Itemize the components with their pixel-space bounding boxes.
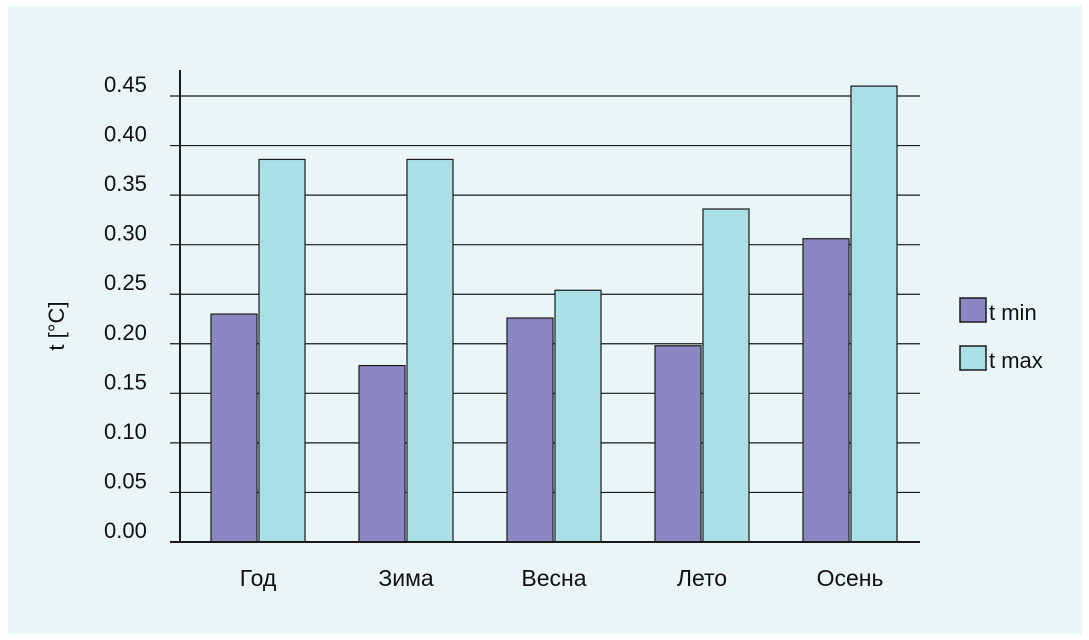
y-tick-label: 0.20 — [104, 320, 147, 345]
bar-tmin-4 — [802, 238, 850, 543]
y-tick-labels: 0.00 0.05 0.10 0.15 0.20 0.25 0.30 0.35 0.40 0.45 — [104, 72, 147, 543]
y-tick-label: 0.40 — [104, 122, 147, 147]
legend-label-tmin: t min — [989, 300, 1037, 325]
y-tick-label: 0.00 — [104, 518, 147, 543]
bar-tmin-0 — [210, 313, 258, 543]
x-category-labels: Год Зима Весна Лето Осень — [240, 565, 884, 591]
y-tick-label: 0.05 — [104, 468, 147, 493]
bar-tmax-1 — [406, 158, 454, 543]
bar-tmin-1 — [358, 364, 406, 543]
y-tick-label: 0.45 — [104, 72, 147, 97]
y-tick-label: 0.15 — [104, 369, 147, 394]
bar-tmax-4 — [850, 85, 898, 543]
y-tick-label: 0.35 — [104, 171, 147, 196]
legend-swatch-tmax — [959, 345, 987, 371]
axes — [170, 70, 920, 543]
x-category-label: Весна — [521, 565, 586, 591]
bars — [210, 85, 898, 543]
x-category-label: Год — [240, 565, 277, 591]
y-axis-title: t [°C] — [44, 301, 69, 350]
y-tick-label: 0.30 — [104, 221, 147, 246]
bar-tmax-2 — [554, 289, 602, 543]
bar-chart: 0.00 0.05 0.10 0.15 0.20 0.25 0.30 0.35 0.40 0.45… — [44, 70, 1043, 591]
bar-tmax-0 — [258, 158, 306, 543]
legend-swatch-tmin — [959, 297, 987, 323]
chart-panel: 0.00 0.05 0.10 0.15 0.20 0.25 0.30 0.35 0.40 0.45… — [8, 6, 1082, 634]
x-category-label: Лето — [677, 565, 727, 591]
y-tick-label: 0.10 — [104, 419, 147, 444]
x-category-label: Зима — [378, 565, 434, 591]
legend-label-tmax: t max — [989, 348, 1043, 373]
bar-tmin-3 — [654, 345, 702, 543]
legend: t min t max — [959, 297, 1043, 373]
y-tick-label: 0.25 — [104, 270, 147, 295]
bar-tmin-2 — [506, 317, 554, 543]
bar-tmax-3 — [702, 208, 750, 543]
x-category-label: Осень — [817, 565, 884, 591]
